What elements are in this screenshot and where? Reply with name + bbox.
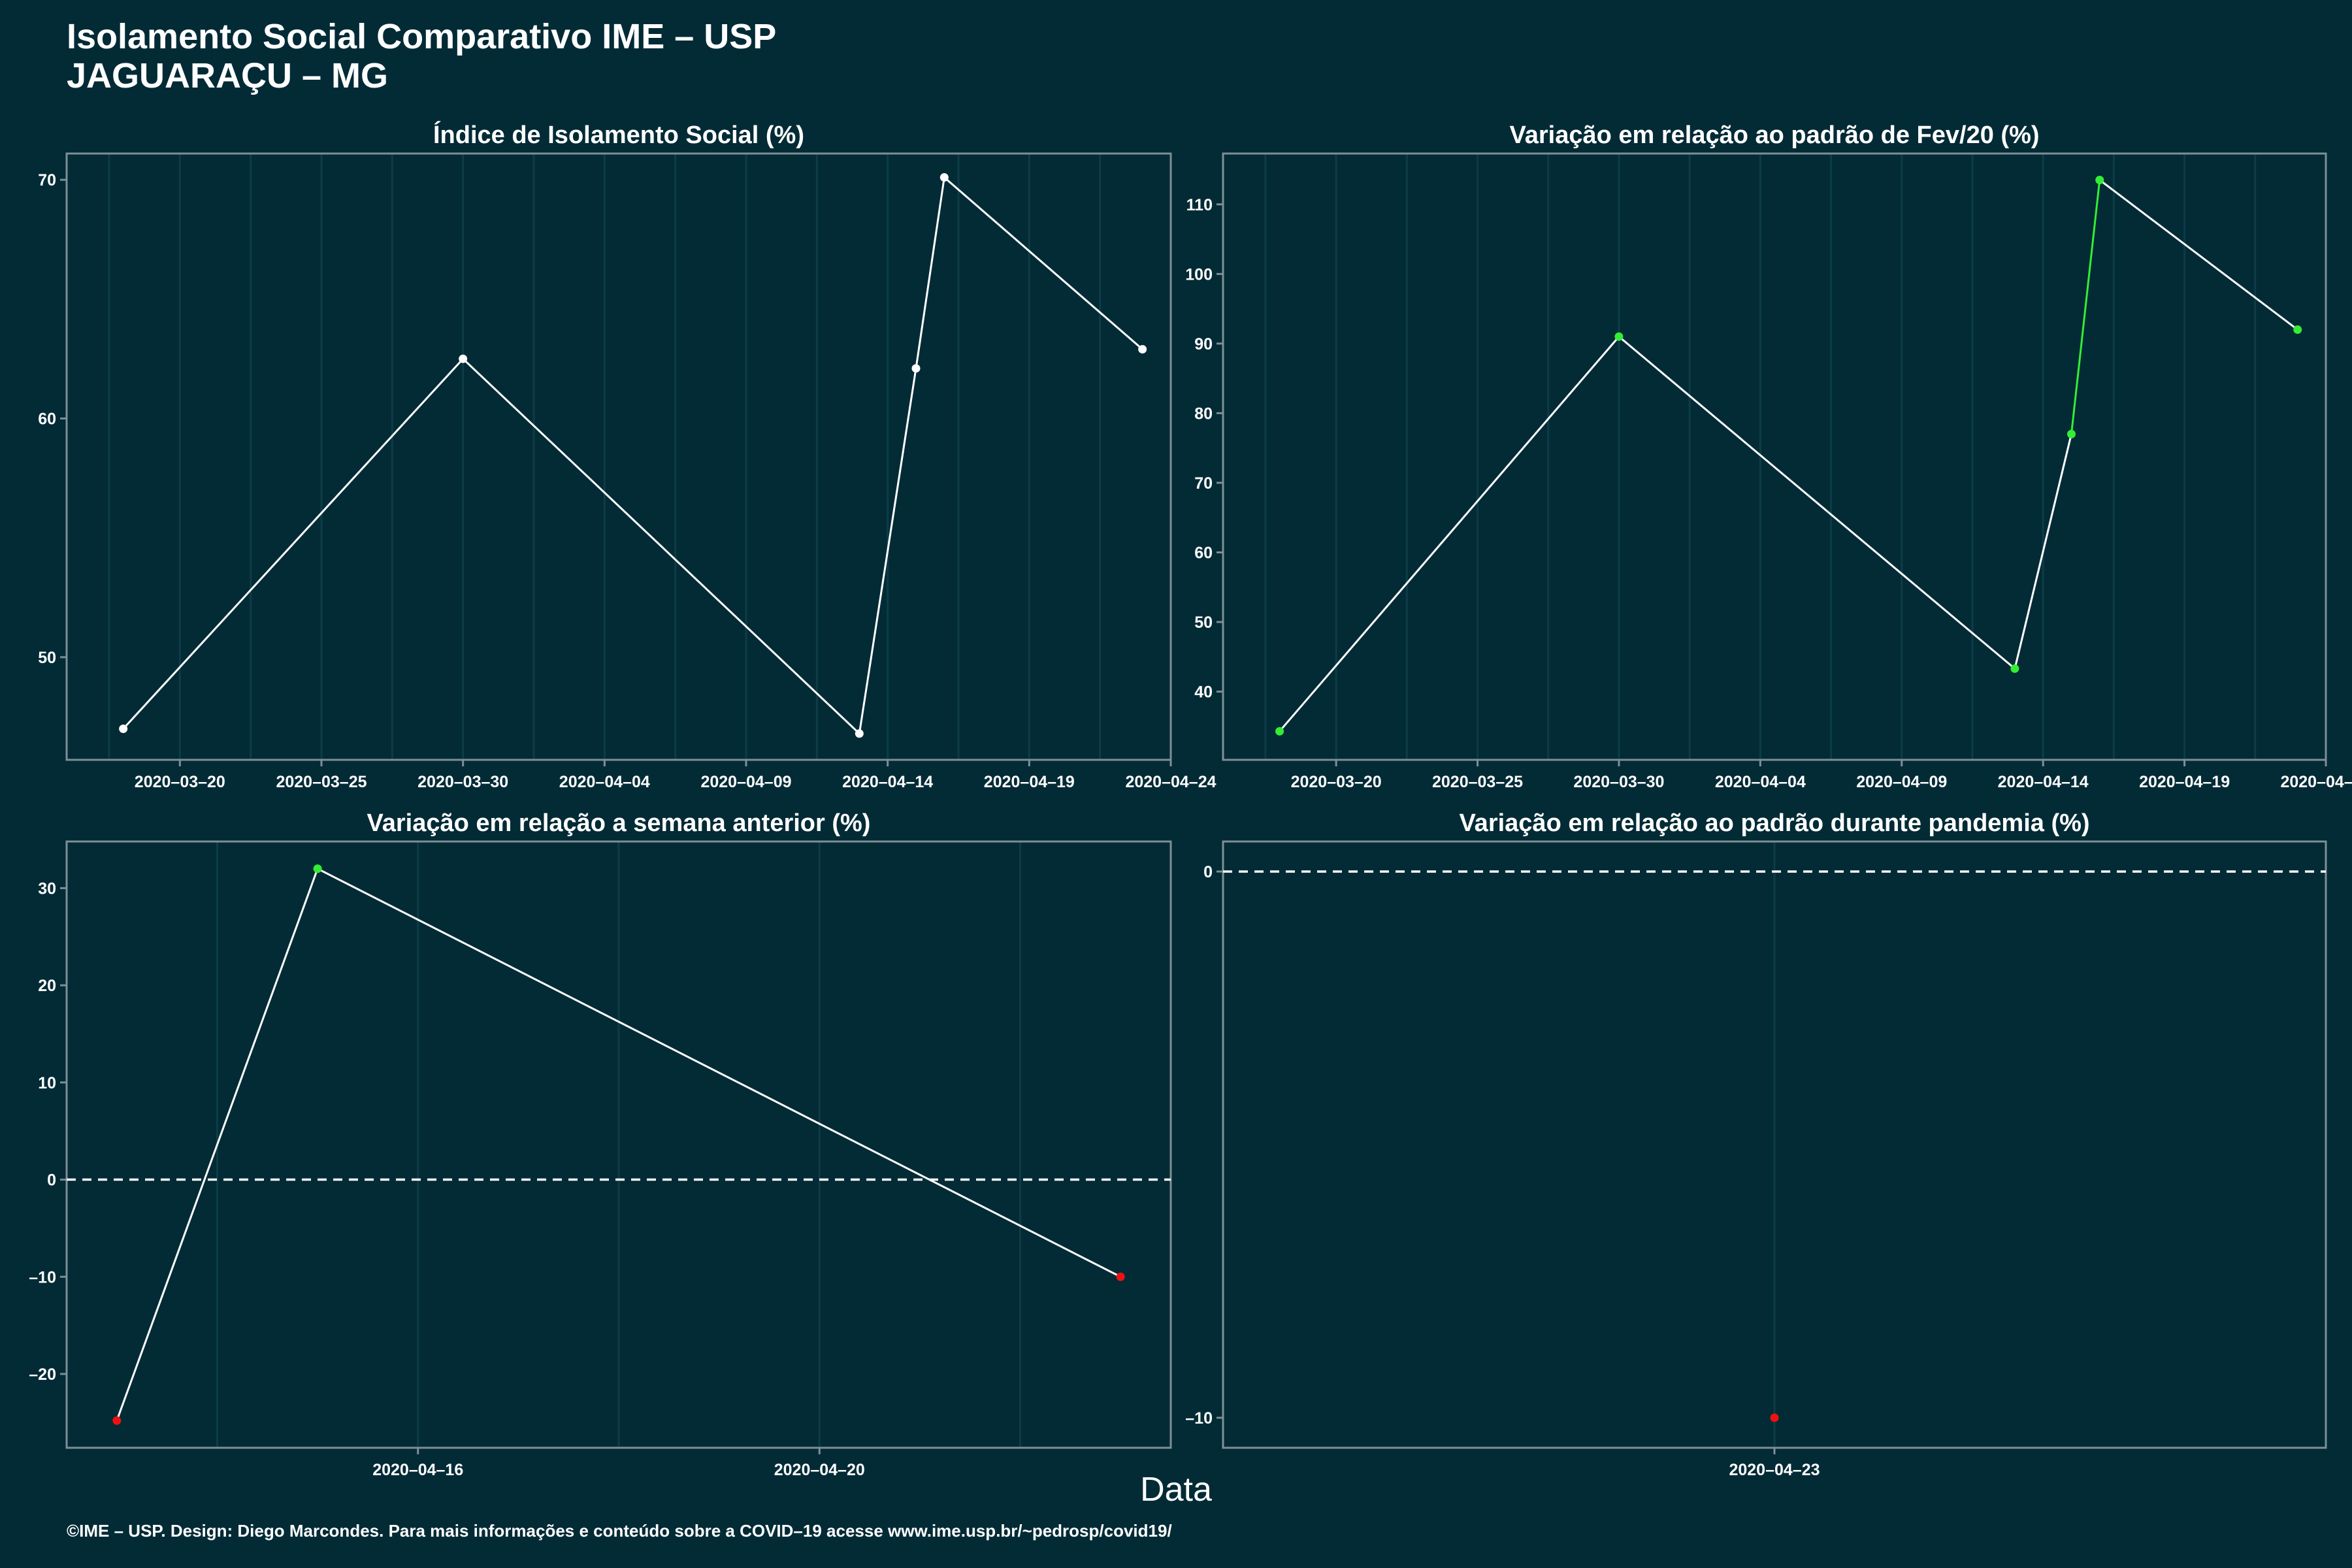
y-tick-label: 70 — [1194, 474, 1213, 493]
data-point — [1770, 1413, 1779, 1422]
chart-title: Isolamento Social Comparativo IME – USP … — [67, 17, 776, 95]
series-segment — [122, 358, 464, 730]
panel-title-indice: Índice de Isolamento Social (%) — [433, 120, 804, 149]
series-segment — [858, 368, 917, 734]
y-tick-label: 40 — [1194, 683, 1213, 702]
data-point — [911, 364, 921, 373]
data-point — [2095, 175, 2104, 184]
series-segment — [943, 176, 1143, 350]
y-tick-label: 20 — [38, 977, 56, 995]
y-tick-label: 0 — [1203, 863, 1213, 881]
y-tick-label: 110 — [1186, 196, 1213, 214]
x-axis-label: Data — [1140, 1471, 1212, 1509]
panel-title-fev20: Variação em relação ao padrão de Fev/20 … — [1509, 122, 2039, 149]
series-segment — [915, 177, 945, 369]
x-tick-label: 2020–04–23 — [1729, 1461, 1820, 1479]
x-tick-label: 2020–04–14 — [842, 773, 933, 791]
data-point — [119, 725, 128, 734]
x-tick-label: 2020–04–04 — [1715, 773, 1806, 791]
x-tick-label: 2020–04–24 — [1125, 773, 1216, 791]
x-tick-label: 2020–03–20 — [1291, 773, 1382, 791]
data-point — [1275, 727, 1284, 736]
series-segment — [1618, 336, 2016, 670]
footer-credits: ©IME – USP. Design: Diego Marcondes. Par… — [67, 1521, 1172, 1541]
series-segment — [462, 358, 860, 734]
series-segment — [2070, 180, 2101, 434]
y-tick-label: 90 — [1194, 335, 1213, 353]
x-tick-label: 2020–04–09 — [1856, 773, 1947, 791]
data-point — [1116, 1272, 1125, 1281]
panel-semana: Variação em relação a semana anterior (%… — [29, 809, 1172, 1479]
y-tick-label: –20 — [29, 1365, 56, 1384]
x-tick-label: 2020–04–09 — [700, 773, 791, 791]
x-tick-label: 2020–03–30 — [417, 773, 508, 791]
x-tick-label: 2020–04–04 — [559, 773, 650, 791]
series-segment — [317, 868, 1121, 1278]
data-point — [313, 864, 322, 874]
data-point — [2066, 429, 2076, 438]
y-tick-label: –10 — [29, 1268, 56, 1286]
data-point — [1138, 345, 1147, 354]
x-tick-label: 2020–04–19 — [984, 773, 1075, 791]
panel-frame — [1222, 152, 2327, 761]
y-tick-label: 50 — [38, 649, 56, 667]
x-tick-label: 2020–04–19 — [2139, 773, 2230, 791]
y-tick-label: 10 — [38, 1074, 56, 1092]
data-point — [939, 173, 949, 182]
x-tick-label: 2020–03–25 — [1432, 773, 1523, 791]
panel-frame — [65, 152, 1172, 761]
y-tick-label: 80 — [1194, 404, 1213, 423]
y-tick-label: 60 — [38, 410, 56, 429]
panel-title-semana: Variação em relação a semana anterior (%… — [367, 809, 871, 837]
y-tick-label: 100 — [1185, 265, 1213, 284]
x-tick-label: 2020–04–20 — [774, 1461, 865, 1479]
y-tick-label: 0 — [47, 1171, 56, 1190]
x-tick-label: 2020–04–14 — [1998, 773, 2089, 791]
y-tick-label: 70 — [38, 171, 56, 189]
series-segment — [2099, 179, 2298, 331]
panel-pandemia: Variação em relação ao padrão durante pa… — [1185, 809, 2327, 1479]
panel-fev20: Variação em relação ao padrão de Fev/20 … — [1185, 122, 2352, 791]
data-point — [855, 729, 864, 738]
panel-title-pandemia: Variação em relação ao padrão durante pa… — [1459, 809, 2089, 837]
y-tick-label: –10 — [1185, 1409, 1213, 1428]
y-tick-label: 50 — [1194, 613, 1213, 632]
series-segment — [1279, 336, 1620, 732]
y-tick-label: 30 — [38, 879, 56, 898]
panel-frame — [65, 840, 1172, 1449]
series-segment — [116, 868, 319, 1421]
title-line-2: JAGUARAÇU – MG — [67, 56, 389, 95]
x-tick-label: 2020–03–30 — [1573, 773, 1664, 791]
x-tick-label: 2020–03–25 — [276, 773, 367, 791]
data-point — [2293, 325, 2302, 335]
y-tick-label: 60 — [1194, 544, 1213, 562]
data-point — [1614, 332, 1624, 341]
panel-indice: Índice de Isolamento Social (%) 50 60 70 202… — [38, 120, 1216, 791]
x-tick-label: 2020–04–16 — [372, 1461, 463, 1479]
x-tick-label: 2020–04–24 — [2280, 773, 2352, 791]
data-point — [459, 354, 468, 363]
x-tick-label: 2020–03–20 — [135, 773, 225, 791]
title-line-1: Isolamento Social Comparativo IME – USP — [67, 17, 777, 56]
data-point — [2010, 664, 2019, 673]
data-point — [112, 1416, 122, 1425]
series-segment — [2014, 434, 2072, 669]
